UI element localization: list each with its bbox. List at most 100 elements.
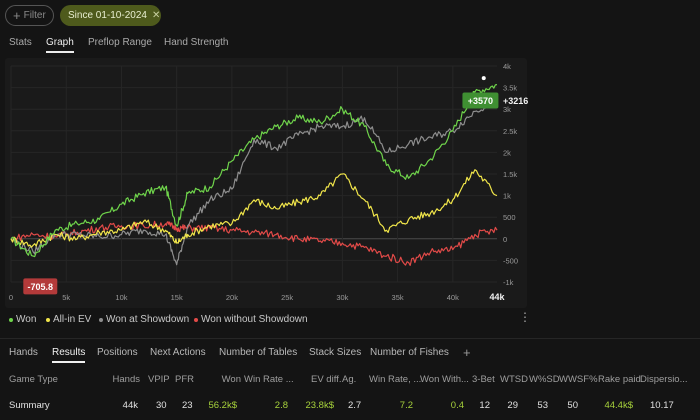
legend-label-won-at-showdown: Won at Showdown [106, 314, 190, 325]
column-header-dispersion[interactable]: Dispersio... [640, 374, 688, 385]
legend-dot-all-in-ev [46, 317, 50, 322]
table-header: Game Type Hands VPIP PFR Won Win Rate ..… [0, 374, 700, 388]
legend-label-all-in-ev: All-in EV [53, 314, 92, 325]
legend-dot-won-at-showdown [99, 317, 103, 322]
tab-number-of-fishes[interactable]: Number of Fishes [370, 347, 449, 358]
series-endpoint-marker [481, 76, 486, 81]
x-tick-label: 20k [226, 293, 238, 302]
legend-label-won: Won [16, 314, 37, 325]
legend-item-won-at-showdown[interactable]: Won at Showdown [99, 314, 189, 325]
y-tick-label: 1.5k [503, 170, 517, 179]
column-header-hands[interactable]: Hands [112, 374, 140, 385]
cell-win-rate-2: 7.2 [399, 400, 413, 411]
cell-pfr: 23 [182, 400, 193, 411]
tab-graph[interactable]: Graph [46, 37, 74, 53]
cell-wwsf: 50 [567, 400, 578, 411]
filter-button-label: Filter [23, 10, 46, 21]
series-line-all-in-ev [10, 169, 498, 248]
y-tick-label: 0 [503, 235, 507, 244]
column-header-ev-diff[interactable]: EV diff. [311, 374, 342, 385]
x-tick-label: 15k [171, 293, 183, 302]
x-tick-label: 5k [62, 293, 70, 302]
cell-wtsd: 29 [507, 400, 518, 411]
x-tick-label: 30k [336, 293, 348, 302]
callout-won-at-showdown: +3216 [503, 96, 528, 106]
column-header-wwsf[interactable]: WWSF% [559, 374, 598, 385]
y-tick-label: 4k [503, 62, 511, 71]
column-header-ag[interactable]: Ag. [342, 374, 357, 385]
column-header-pfr[interactable]: PFR [175, 374, 194, 385]
cell-wsd: 53 [537, 400, 548, 411]
y-tick-label: 500 [503, 213, 516, 222]
legend-item-all-in-ev[interactable]: All-in EV [46, 314, 91, 325]
chart-more-options-icon[interactable]: ⋮ [519, 310, 531, 324]
tab-stats[interactable]: Stats [9, 37, 32, 48]
callouts: +3570 +3216 -705.8 [23, 76, 528, 295]
column-header-win-rate-2[interactable]: Win Rate, ... [369, 374, 422, 385]
column-header-vpip[interactable]: VPIP [148, 374, 170, 385]
x-tick-label: 40k [447, 293, 459, 302]
add-tab-icon[interactable]: + [463, 345, 471, 360]
column-header-game-type[interactable]: Game Type [9, 374, 58, 385]
column-header-3bet[interactable]: 3-Bet [472, 374, 495, 385]
cell-win-rate: 2.8 [274, 400, 288, 411]
callout-label: +3570 [468, 96, 493, 106]
x-tick-label: 10k [115, 293, 127, 302]
cell-game-type: Summary [9, 400, 50, 411]
tab-next-actions[interactable]: Next Actions [150, 347, 206, 358]
tab-positions[interactable]: Positions [97, 347, 138, 358]
tab-results[interactable]: Results [52, 347, 86, 363]
callout-background [23, 278, 58, 295]
series-lines [10, 84, 498, 266]
x-axis: 0 5k 10k 15k 20k 25k 30k 35k 40k 44k [9, 292, 506, 302]
callout-background [462, 92, 499, 109]
tab-stack-sizes[interactable]: Stack Sizes [309, 347, 362, 358]
column-header-won-without[interactable]: Won With... [420, 374, 469, 385]
cell-3bet: 12 [479, 400, 490, 411]
top-bar: + Filter Since 01-10-2024 ✕ [0, 0, 700, 32]
plus-icon: + [13, 8, 21, 23]
callout-label: -705.8 [28, 282, 54, 292]
cell-rake-paid: 44.4k$ [604, 400, 633, 411]
column-header-win-rate[interactable]: Win Rate ... [244, 374, 294, 385]
cell-dispersion: 10.17 [650, 400, 674, 411]
x-tick-label: 25k [281, 293, 293, 302]
close-icon[interactable]: ✕ [151, 10, 161, 21]
cell-hands: 44k [122, 400, 138, 411]
cell-ev-diff: 23.8k$ [305, 400, 334, 411]
chart-panel [5, 58, 527, 308]
y-axis: -1k -500 0 500 1k 1.5k 2k 2.5k 3k 3.5k 4k [503, 62, 518, 287]
date-filter-chip[interactable]: Since 01-10-2024 ✕ [60, 5, 161, 26]
divider [0, 338, 700, 339]
tab-hands[interactable]: Hands [9, 347, 38, 358]
y-tick-label: 2.5k [503, 127, 517, 136]
y-tick-label: 1k [503, 192, 511, 201]
column-header-wsd[interactable]: W%SD [529, 374, 560, 385]
cell-won: 56.2k$ [208, 400, 237, 411]
x-tick-label: 0 [9, 293, 13, 302]
legend-item-won-without-showdown[interactable]: Won without Showdown [194, 314, 308, 325]
cell-ag: 2.7 [348, 400, 362, 411]
column-header-wtsd[interactable]: WTSD [500, 374, 528, 385]
tab-number-of-tables[interactable]: Number of Tables [219, 347, 298, 358]
tab-preflop-range[interactable]: Preflop Range [88, 37, 152, 48]
cell-vpip: 30 [156, 400, 167, 411]
y-tick-label: 3.5k [503, 84, 517, 93]
legend-label-won-without-showdown: Won without Showdown [201, 314, 308, 325]
legend-dot-won-without-showdown [194, 317, 198, 322]
x-tick-label: 44k [489, 292, 505, 302]
legend-item-won[interactable]: Won [9, 314, 36, 325]
table-row[interactable]: Summary 44k 30 23 56.2k$ 2.8 23.8k$ 2.7 … [0, 396, 700, 416]
winnings-graph: -1k -500 0 500 1k 1.5k 2k 2.5k 3k 3.5k 4k 0 5k 10k 15… [9, 62, 528, 302]
callout-label: +3216 [503, 96, 528, 106]
series-line-won-without-showdown [10, 220, 498, 266]
filter-button[interactable]: + Filter [5, 5, 54, 26]
y-tick-label: -500 [503, 256, 518, 265]
column-header-won[interactable]: Won [221, 374, 241, 385]
tab-hand-strength[interactable]: Hand Strength [164, 37, 229, 48]
series-line-won [10, 84, 498, 258]
view-tabs: Stats Graph Preflop Range Hand Strength [0, 37, 700, 57]
column-header-rake-paid[interactable]: Rake paid [598, 374, 641, 385]
y-tick-label: -1k [503, 278, 514, 287]
callout-won: -705.8 [23, 278, 58, 295]
